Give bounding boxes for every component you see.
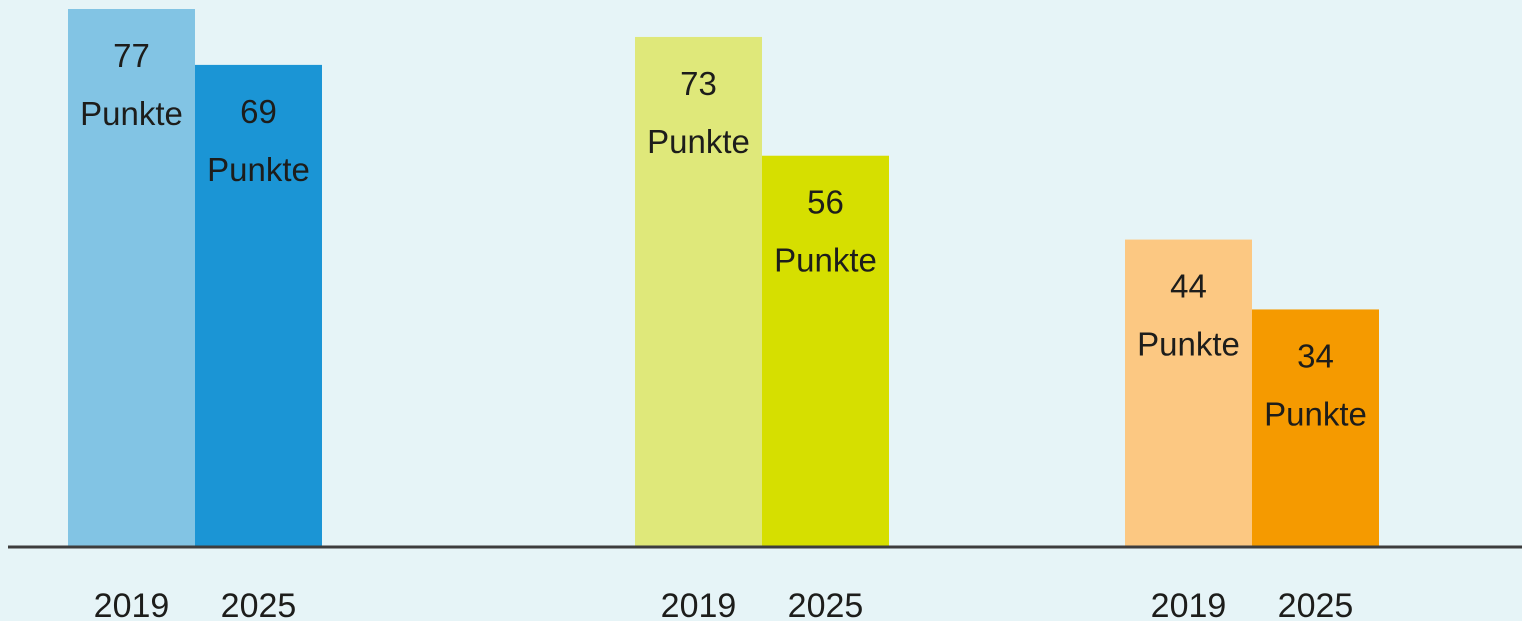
value-label-group1-2025: 69 xyxy=(240,93,277,130)
labels-layer: 77 Punkte 2019 69 Punkte 2025 73 Punkte 2019 56 Pu… xyxy=(80,37,1367,621)
value-label-group2-2019: 73 xyxy=(680,65,717,102)
bar-group2-2025 xyxy=(762,155,889,547)
unit-label-group3-2025: Punkte xyxy=(1264,395,1367,432)
unit-label-group2-2019: Punkte xyxy=(647,123,750,160)
bars-layer xyxy=(68,9,1379,548)
value-label-group3-2019: 44 xyxy=(1170,268,1207,305)
unit-label-group2-2025: Punkte xyxy=(774,242,877,279)
x-tick-label-group1-2025: 2025 xyxy=(221,587,297,621)
value-label-group1-2019: 77 xyxy=(113,37,150,74)
unit-label-group3-2019: Punkte xyxy=(1137,326,1240,363)
x-tick-label-group2-2025: 2025 xyxy=(788,587,864,621)
value-label-group2-2025: 56 xyxy=(807,184,844,221)
x-tick-label-group3-2019: 2019 xyxy=(1151,587,1227,621)
bar-group3-2019 xyxy=(1125,239,1252,548)
value-label-group3-2025: 34 xyxy=(1297,337,1334,374)
bar-group1-2019 xyxy=(68,9,195,547)
bar-group2-2019 xyxy=(635,36,762,547)
x-tick-label-group1-2019: 2019 xyxy=(94,587,170,621)
bar-group1-2025 xyxy=(195,64,322,547)
bar-group3-2025 xyxy=(1252,309,1379,547)
x-tick-label-group3-2025: 2025 xyxy=(1278,587,1354,621)
x-tick-label-group2-2019: 2019 xyxy=(661,587,737,621)
unit-label-group1-2019: Punkte xyxy=(80,95,183,132)
unit-label-group1-2025: Punkte xyxy=(207,151,310,188)
